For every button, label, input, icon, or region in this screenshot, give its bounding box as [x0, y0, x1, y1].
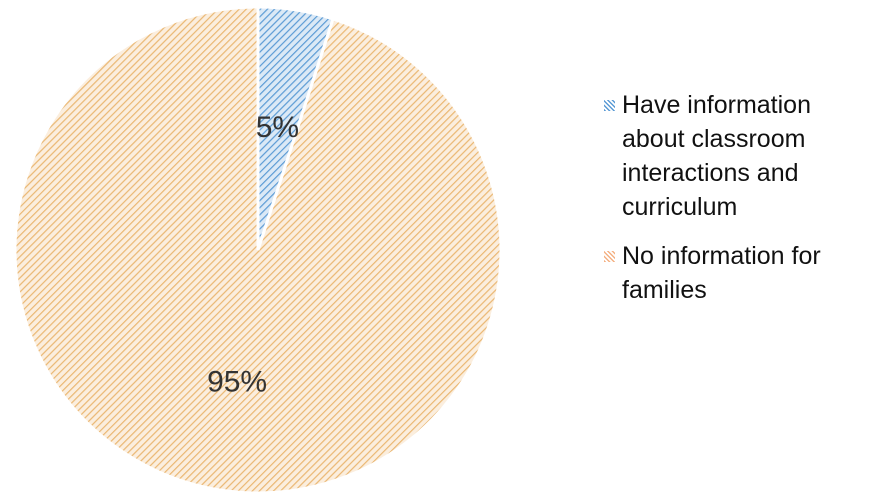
- pie-slices: [13, 5, 503, 495]
- pie-slice-2: [13, 5, 503, 495]
- pie-chart-svg: 5% 95%: [13, 5, 503, 495]
- legend-label-1-line-4: curriculum: [622, 193, 738, 221]
- pie-chart: 5% 95%: [13, 5, 503, 495]
- legend-label-1-line-2: about classroom: [622, 125, 806, 153]
- legend: Have information about classroom interacti…: [604, 88, 864, 322]
- legend-item-2: No information for families: [604, 239, 864, 307]
- legend-swatch-1: [604, 100, 615, 111]
- legend-label-1-line-1: Have information: [622, 91, 811, 119]
- pie-data-labels: 5% 95%: [207, 111, 299, 398]
- legend-label-2-line-1: No information for: [622, 242, 821, 270]
- legend-item-1: Have information about classroom interacti…: [604, 88, 864, 224]
- data-label-1: 5%: [256, 111, 299, 144]
- legend-swatch-2: [604, 251, 615, 262]
- legend-label-1-line-3: interactions and: [622, 159, 799, 187]
- data-label-2: 95%: [207, 366, 267, 399]
- legend-label-2-line-2: families: [622, 276, 707, 304]
